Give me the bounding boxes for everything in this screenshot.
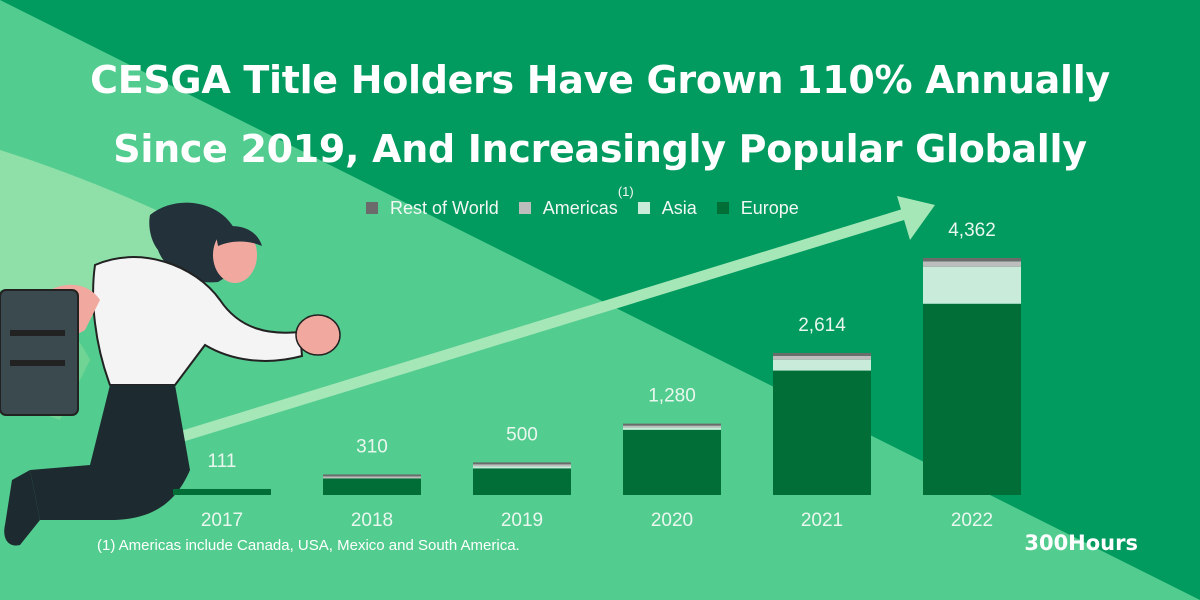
legend-label: Europe	[740, 197, 799, 218]
bar-segment-rest-of-world-2021	[773, 352, 871, 356]
bar-segment-americas-2020	[623, 425, 721, 428]
brand-logo-text: 300Hours	[1024, 531, 1138, 555]
legend-label: Asia	[661, 197, 697, 218]
bar-segment-europe-2017	[173, 488, 271, 495]
bar-segment-americas-2019	[473, 464, 571, 467]
bar-segment-asia-2019	[473, 466, 571, 469]
data-label-2017: 111	[208, 451, 237, 472]
x-tick-label-2021: 2021	[801, 510, 843, 531]
legend-swatch	[637, 202, 650, 214]
bar-segment-europe-2022	[923, 303, 1021, 495]
legend-swatch	[366, 202, 378, 214]
legend-item-rest-of-world: Rest of World	[366, 198, 499, 219]
growth-arrow-line	[164, 208, 911, 446]
chart-legend: Rest of World Americas (1) Asia Europe	[366, 184, 819, 220]
bar-segment-asia-2021	[773, 359, 871, 371]
x-tick-label-2020: 2020	[651, 510, 693, 531]
bar-segment-rest-of-world-2020	[623, 423, 721, 426]
data-label-2018: 310	[356, 436, 388, 457]
legend-swatch	[518, 202, 531, 214]
chart-title-line-1: CESGA Title Holders Have Grown 110% Annu…	[90, 58, 1110, 102]
bar-segment-asia-2020	[623, 427, 721, 430]
chart-title-line-2: Since 2019, And Increasingly Popular Glo…	[113, 127, 1087, 171]
bar-segment-americas-2022	[923, 261, 1021, 267]
bar-segment-americas-2018	[323, 476, 421, 479]
legend-item-europe: Europe	[716, 197, 799, 219]
data-label-2019: 500	[506, 424, 538, 445]
bar-segment-europe-2021	[773, 370, 871, 495]
bar-segment-rest-of-world-2019	[473, 462, 571, 465]
x-tick-label-2018: 2018	[351, 510, 393, 531]
bar-segment-europe-2018	[323, 478, 421, 495]
footnote-marker: (1)	[617, 183, 634, 199]
businesswoman-illustration	[0, 150, 341, 546]
x-tick-label-2017: 2017	[201, 510, 243, 531]
legend-item-asia: Asia	[637, 197, 697, 219]
x-tick-label-2022: 2022	[951, 510, 993, 531]
legend-label: Americas	[542, 197, 618, 218]
legend-item-americas: Americas (1)	[518, 184, 634, 219]
bar-segment-europe-2020	[623, 429, 721, 495]
bar-segment-americas-2021	[773, 355, 871, 360]
footnote: (1) Americas include Canada, USA, Mexico…	[97, 537, 520, 554]
bar-segment-asia-2022	[923, 266, 1021, 304]
legend-label: Rest of World	[390, 197, 499, 218]
x-tick-label-2019: 2019	[501, 510, 543, 531]
bar-segment-rest-of-world-2022	[923, 258, 1021, 262]
data-label-2020: 1,280	[648, 386, 696, 407]
data-label-2022: 4,362	[948, 220, 996, 241]
legend-swatch	[716, 202, 729, 214]
bar-segment-rest-of-world-2018	[323, 474, 421, 477]
data-label-2021: 2,614	[798, 315, 846, 336]
growth-arrow-head	[897, 196, 935, 240]
bar-segment-europe-2019	[473, 468, 571, 495]
